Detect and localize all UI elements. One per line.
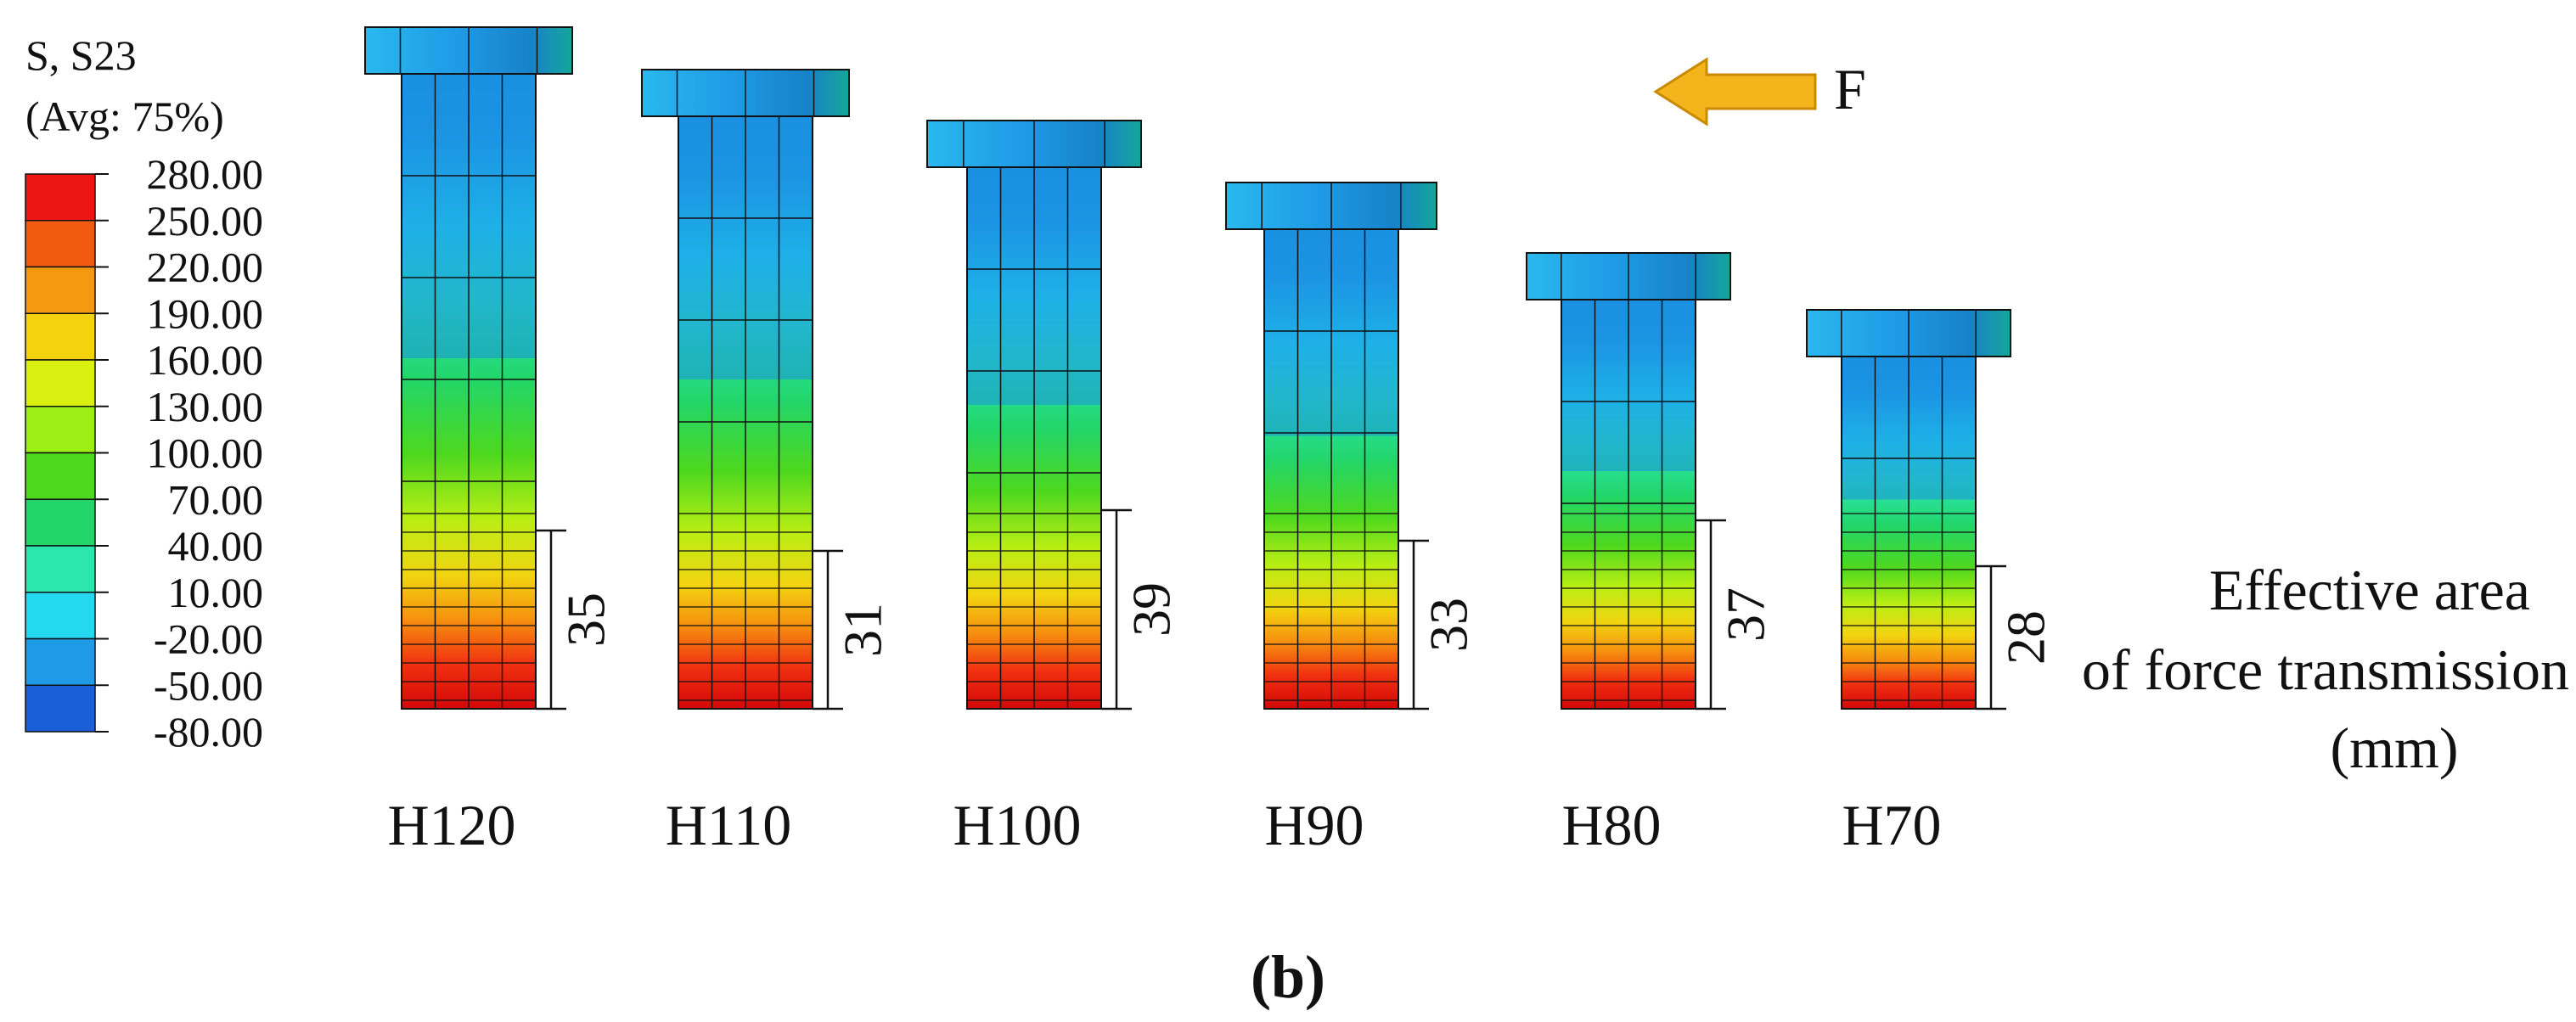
legend-level-label: 10.00 <box>168 569 264 616</box>
annotation-line3: (mm) <box>2330 716 2458 780</box>
force-arrow: F <box>1653 57 1866 126</box>
specimens: 35 H120 31 H110 39 H100 33 H90 37 H80 28 H70 <box>364 26 2056 857</box>
legend-band <box>25 452 96 500</box>
annotation-line2: of force transmission <box>2082 637 2569 702</box>
specimen-h100: 39 H100 <box>926 120 1182 857</box>
specimen-h120: 35 H120 <box>364 26 616 857</box>
specimen-h80: 37 H80 <box>1526 252 1776 857</box>
legend-level-label: 70.00 <box>168 475 264 523</box>
legend-band <box>25 498 96 547</box>
legend-subtitle: (Avg: 75%) <box>25 93 224 140</box>
legend-level-label: -80.00 <box>154 708 263 755</box>
legend-level-label: 100.00 <box>147 430 264 477</box>
legend-band <box>25 266 96 314</box>
legend-band <box>25 684 96 733</box>
legend-level-label: 190.00 <box>147 289 264 337</box>
arrow-left-icon <box>1653 57 1817 126</box>
legend-title: S, S23 <box>25 31 137 79</box>
legend-level-label: 40.00 <box>168 522 264 570</box>
legend-band <box>25 220 96 268</box>
specimen-label: H80 <box>1561 793 1661 857</box>
specimen-label: H70 <box>1842 793 1941 857</box>
specimen-label: H110 <box>666 793 792 857</box>
annotation-line1: Effective area <box>2209 558 2530 622</box>
legend-level-label: 280.00 <box>147 150 264 198</box>
stress-legend: S, S23 (Avg: 75%) 280.00250.00220.00190.… <box>25 31 263 755</box>
effective-length-label: 33 <box>1419 598 1479 652</box>
effective-length-label: 39 <box>1122 582 1182 637</box>
legend-level-label: 220.00 <box>147 244 264 291</box>
legend-band <box>25 406 96 454</box>
specimen-label: H100 <box>953 793 1081 857</box>
legend-level-label: -50.00 <box>154 661 263 709</box>
legend-level-label: 250.00 <box>147 197 264 244</box>
specimen-label: H90 <box>1264 793 1364 857</box>
legend-labels: 280.00250.00220.00190.00160.00130.00100.… <box>95 150 263 755</box>
legend-band <box>25 312 96 361</box>
legend-band <box>25 545 96 593</box>
legend-bands <box>25 173 96 733</box>
effective-length-label: 35 <box>556 592 616 647</box>
force-label: F <box>1834 57 1866 121</box>
specimen-h90: 33 H90 <box>1225 182 1479 857</box>
effective-area-annotation: Effective area of force transmission (mm… <box>2082 558 2569 780</box>
legend-band <box>25 173 96 222</box>
figure-label: (b) <box>1251 943 1325 1011</box>
specimen-h70: 28 H70 <box>1806 309 2056 857</box>
specimen-h110: 31 H110 <box>641 69 893 857</box>
legend-level-label: -20.00 <box>154 615 263 663</box>
legend-level-label: 130.00 <box>147 383 264 430</box>
legend-band <box>25 592 96 640</box>
effective-length-label: 31 <box>833 603 893 657</box>
specimen-label: H120 <box>387 793 515 857</box>
legend-band <box>25 637 96 686</box>
effective-length-label: 37 <box>1716 587 1776 642</box>
effective-length-label: 28 <box>1996 610 2056 665</box>
legend-band <box>25 359 96 407</box>
legend-level-label: 160.00 <box>147 336 264 384</box>
